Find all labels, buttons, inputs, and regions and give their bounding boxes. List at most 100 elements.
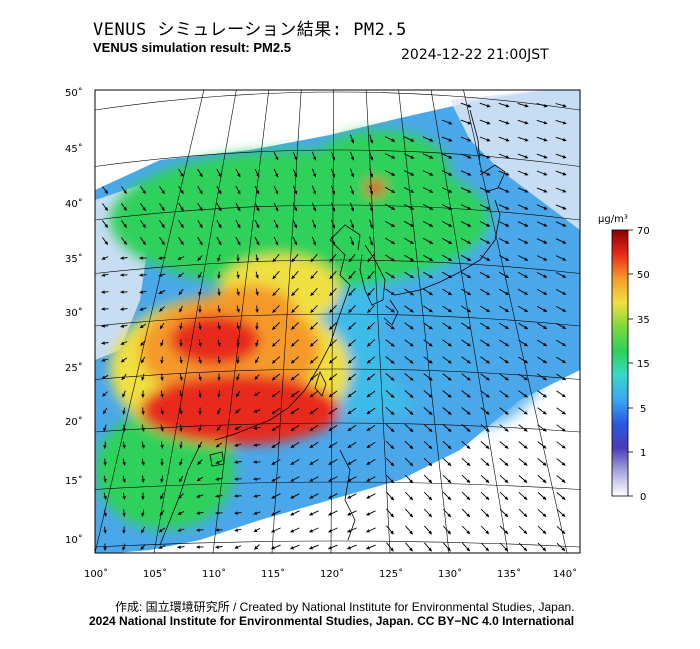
wind-arrow [537,339,548,347]
meridian-line [212,90,270,553]
wind-arrow [404,508,414,518]
wind-arrow [271,424,281,432]
wind-arrow [460,102,472,108]
wind-arrow [442,407,452,415]
wind-arrow [460,204,472,210]
lon-label-120: 120˚ [320,568,344,580]
wind-arrow [499,441,509,449]
wind-arrow [290,424,300,432]
lat-label-25: 25˚ [65,362,83,374]
wind-arrow [272,270,280,280]
wind-arrow [347,493,357,499]
wind-arrow [404,339,414,347]
wind-arrow [350,151,355,161]
wind-arrow [103,458,107,466]
wind-arrow [517,238,529,244]
wind-arrow [385,491,395,501]
clean-air-north-patch [450,90,580,230]
wind-arrow [479,136,491,142]
lat-label-35: 35˚ [65,253,83,265]
wind-arrow [197,255,203,261]
wind-arrow [309,544,319,550]
wind-arrow [160,441,164,449]
wind-arrow [179,424,183,432]
wind-arrow [216,202,222,212]
wind-arrow [215,442,223,448]
wind-arrow [556,339,567,347]
wind-arrow [499,542,509,552]
sakhalin-coastline [469,109,481,166]
wind-arrow [518,542,528,552]
wind-arrow [236,271,240,279]
wind-arrow [424,542,432,552]
wind-arrow [517,136,529,142]
lat-label-10: 10˚ [65,534,83,546]
wind-arrow [404,356,414,364]
wind-arrow [197,441,203,449]
wind-arrow [385,288,395,296]
wind-arrow [350,134,355,144]
wind-arrow [290,373,300,381]
wind-arrow [179,458,183,466]
wind-arrow [366,476,376,482]
wind-arrow [177,510,185,516]
wind-arrow [461,457,471,467]
wind-arrow [309,459,319,465]
wind-arrow [120,341,128,345]
wind-arrow [178,219,184,229]
wind-arrow [348,305,356,313]
wind-arrow [141,526,145,534]
wind-arrow [556,373,566,381]
wind-arrow [121,220,127,228]
wind-arrow [369,168,374,178]
wind-arrow [140,186,146,194]
wind-arrow [442,339,452,347]
wind-arrow [423,491,433,501]
wind-arrow [347,339,357,347]
wind-arrow [347,424,357,432]
wind-arrow [273,151,279,161]
wind-arrow [442,525,452,535]
wind-arrow [196,511,204,515]
wind-arrow [404,390,414,398]
copyright-line: 2024 National Institute for Environmenta… [89,614,575,628]
wind-arrow [499,339,509,347]
wind-arrow [555,255,567,261]
wind-arrow [461,390,471,398]
wind-arrow [216,185,222,195]
wind-arrow [140,203,146,211]
wind-arrow [235,390,241,398]
wind-arrow [423,474,433,484]
wind-arrow [442,457,452,467]
wind-arrow [555,153,567,159]
wind-arrow [479,102,491,108]
colorbar-label-50: 50 [637,270,650,281]
wind-arrow [272,287,280,297]
wind-arrow [309,390,319,398]
wind-arrow [310,270,318,280]
wind-arrow [480,441,490,449]
wind-arrow [310,287,318,297]
forecast-timestamp: 2024-12-22 21:00JST [401,47,549,63]
wind-arrow [198,390,202,398]
wind-arrow [499,525,509,535]
wind-arrow [139,323,147,329]
wind-arrow [290,544,300,550]
wind-arrow [480,339,490,347]
wind-arrow [479,271,491,279]
wind-arrow [423,390,433,398]
wind-arrow [122,475,126,483]
wind-arrow [384,187,396,193]
wind-arrow [292,236,298,246]
wind-arrow [122,543,126,551]
wind-arrow [101,374,109,380]
wind-arrow [101,203,109,211]
wind-arrow [273,219,279,229]
wind-arrow [271,527,281,533]
wind-arrow [290,390,300,398]
wind-arrow [234,460,242,464]
wind-arrow [555,272,567,278]
map-title-japanese: VENUS シミュレーション結果: PM2.5 [93,20,407,40]
wind-arrow [255,305,259,313]
wind-arrow [479,187,491,193]
